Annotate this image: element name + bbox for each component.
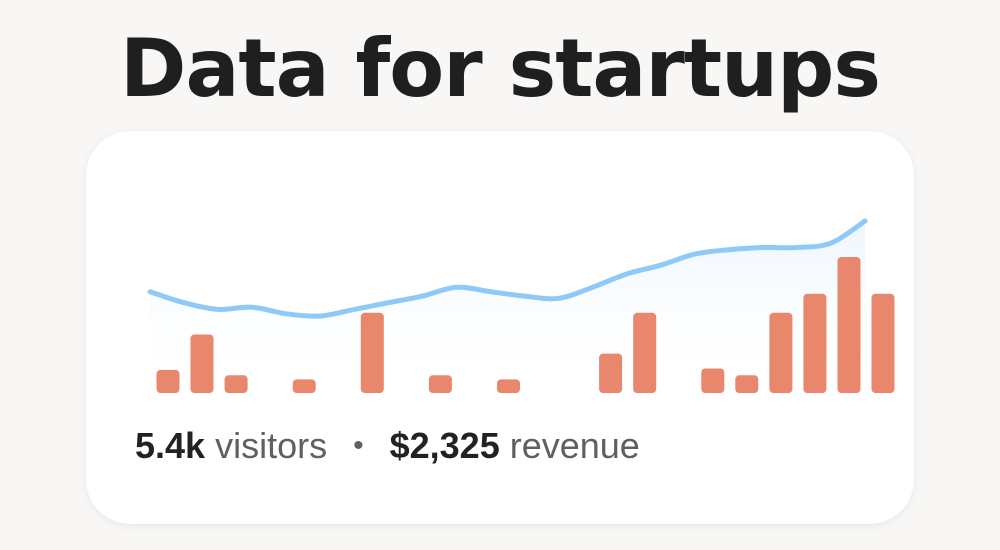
- headline: Data for startups: [120, 22, 881, 115]
- visitors-label: visitors: [215, 425, 328, 466]
- analytics-card: 5.4k visitors • $2,325 revenue: [86, 131, 914, 524]
- visitors-value: 5.4k: [135, 425, 206, 466]
- bar-18: [735, 375, 759, 393]
- line-area-fill: [150, 221, 865, 393]
- bar-9: [428, 375, 452, 393]
- bar-14: [599, 353, 623, 393]
- bar-21: [837, 257, 861, 393]
- line-layer: [147, 218, 868, 319]
- bar-19: [769, 312, 793, 393]
- bar-3: [224, 375, 248, 393]
- bar-1: [156, 369, 180, 393]
- stats-row: 5.4k visitors • $2,325 revenue: [135, 421, 640, 471]
- bar-layer: [156, 257, 895, 393]
- bar-20: [803, 293, 827, 393]
- bar-17: [701, 368, 725, 393]
- bar-7: [360, 312, 384, 393]
- bar-2: [190, 334, 214, 393]
- revenue-visitors-chart: [147, 218, 895, 393]
- bar-15: [633, 312, 657, 393]
- bar-5: [292, 379, 316, 393]
- bar-22: [871, 293, 895, 393]
- area-layer: [150, 221, 865, 393]
- bar-11: [497, 379, 520, 393]
- separator-dot: •: [353, 429, 364, 462]
- revenue-value: $2,325: [389, 425, 500, 466]
- revenue-label: revenue: [509, 425, 640, 466]
- trend-line: [147, 218, 868, 319]
